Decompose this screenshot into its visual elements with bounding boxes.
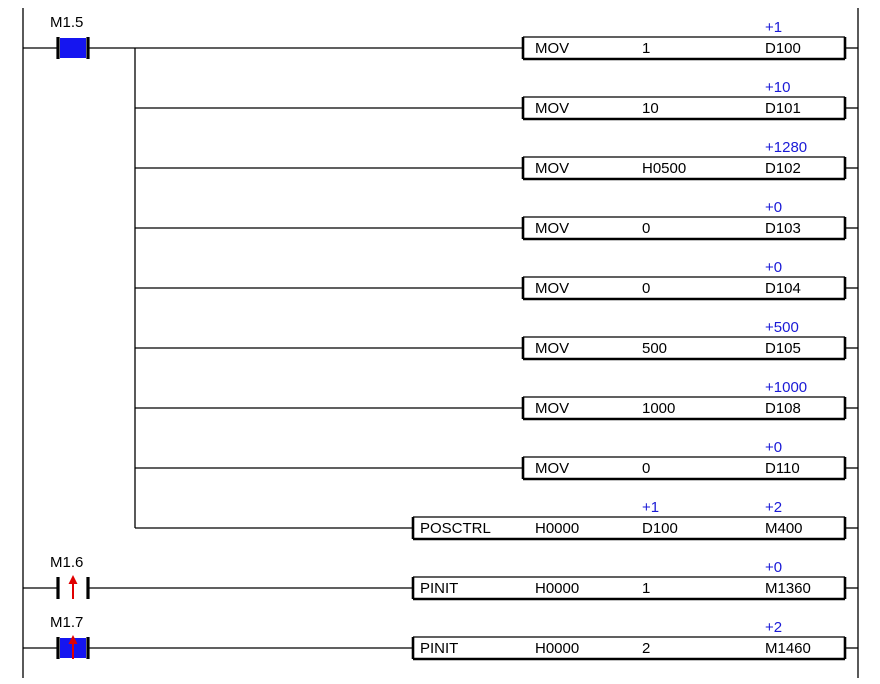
instruction-mov: MOV 1 D100 +1 [521,19,858,61]
opcode: MOV [535,100,569,117]
rising-edge-arrowhead-icon [68,575,78,584]
opcode: MOV [535,40,569,57]
operand: 0 [642,460,650,477]
current-value: +2 [765,499,782,516]
opcode: MOV [535,280,569,297]
opcode: MOV [535,340,569,357]
current-value: +500 [765,319,799,336]
current-value: +10 [765,79,790,96]
opcode: MOV [535,220,569,237]
instruction-mov: MOV H0500 D102 +1280 [521,139,858,181]
instruction-mov: MOV 0 D110 +0 [521,439,858,481]
contact-M1-6: M1.6 [23,554,90,599]
operand: D101 [765,100,801,117]
instruction-posctrl: POSCTRL H0000 D100 +1 M400 +2 [411,499,858,541]
operand: H0500 [642,160,686,177]
operand: H0000 [535,640,579,657]
operand: 500 [642,340,667,357]
contact-M1-5: M1.5 [23,14,90,59]
operand: H0000 [535,520,579,537]
instruction-mov: MOV 1000 D108 +1000 [521,379,858,421]
operand: D108 [765,400,801,417]
operand: 0 [642,280,650,297]
operand: 0 [642,220,650,237]
operand: D104 [765,280,801,297]
contact-label: M1.7 [50,614,83,631]
operand: 1000 [642,400,675,417]
opcode: MOV [535,160,569,177]
operand: D100 [765,40,801,57]
current-value: +1000 [765,379,807,396]
rung-1 [88,47,523,529]
current-value: +1 [765,19,782,36]
operand: H0000 [535,580,579,597]
operand: D103 [765,220,801,237]
current-value: +0 [765,259,782,276]
operand: 1 [642,580,650,597]
instruction-pinit: PINIT H0000 2 M1460 +2 [411,619,858,661]
opcode: PINIT [420,580,458,597]
current-value: +2 [765,619,782,636]
instruction-mov: MOV 0 D103 +0 [521,199,858,241]
instruction-pinit: PINIT H0000 1 M1360 +0 [411,559,858,601]
contact-label: M1.5 [50,14,83,31]
current-value: +0 [765,439,782,456]
current-value: +0 [765,559,782,576]
operand: 2 [642,640,650,657]
contact-energized-fill [60,38,86,58]
operand: 1 [642,40,650,57]
operand: 10 [642,100,659,117]
contact-M1-7: M1.7 [23,614,90,659]
opcode: PINIT [420,640,458,657]
contact-label: M1.6 [50,554,83,571]
operand: D102 [765,160,801,177]
current-value: +1280 [765,139,807,156]
current-value: +0 [765,199,782,216]
opcode: MOV [535,460,569,477]
operand: D100 [642,520,678,537]
operand: M1460 [765,640,811,657]
instruction-mov: MOV 10 D101 +10 [521,79,858,121]
current-value: +1 [642,499,659,516]
operand: D105 [765,340,801,357]
operand: D110 [765,460,800,477]
operand: M400 [765,520,803,537]
rising-edge-arrowhead-icon [68,635,78,644]
opcode: MOV [535,400,569,417]
opcode: POSCTRL [420,520,491,537]
instruction-mov: MOV 500 D105 +500 [521,319,858,361]
operand: M1360 [765,580,811,597]
instruction-mov: MOV 0 D104 +0 [521,259,858,301]
